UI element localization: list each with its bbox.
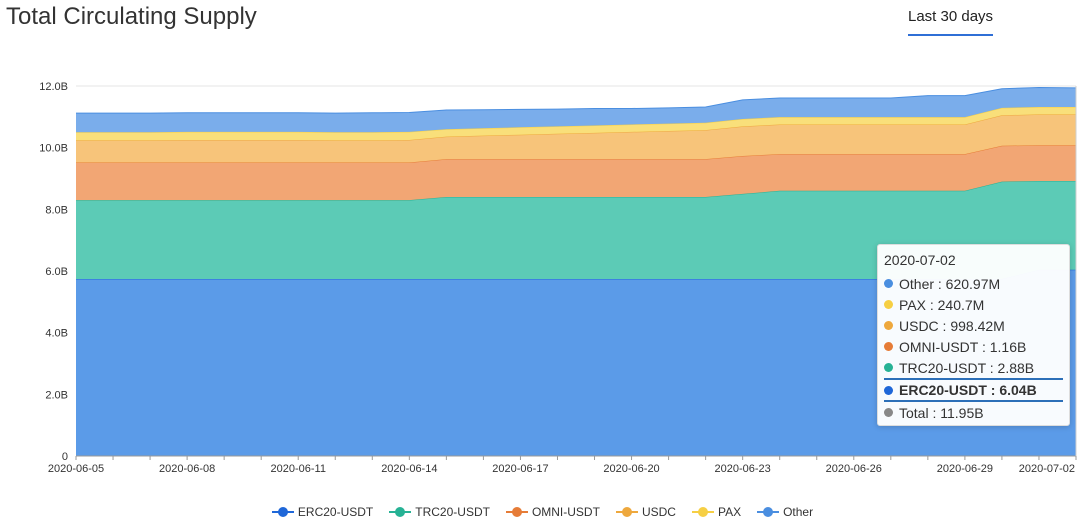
legend-label: OMNI-USDT: [531, 505, 600, 519]
tooltip-dot-icon: [884, 342, 893, 351]
chart-legend: ERC20-USDT TRC20-USDT OMNI-USDT USDC PAX Othe…: [0, 505, 1085, 519]
tooltip-dot-icon: [884, 385, 893, 395]
legend-swatch-icon: [615, 506, 638, 518]
legend-item-omni-usdt[interactable]: OMNI-USDT: [505, 505, 600, 519]
area-omni-usdt: [76, 145, 1076, 201]
tooltip-row-text: TRC20-USDT : 2.88B: [899, 359, 1035, 376]
y-tick-label: 6.0B: [45, 266, 68, 278]
x-tick-label: 2020-06-26: [826, 463, 882, 475]
legend-item-trc20-usdt[interactable]: TRC20-USDT: [389, 505, 490, 519]
x-tick-label: 2020-07-02: [1019, 463, 1075, 475]
tooltip-row: Other : 620.97M: [884, 273, 1063, 294]
chart-tooltip: 2020-07-02 Other : 620.97M PAX : 240.7M US…: [877, 244, 1070, 426]
area-line-other: [76, 86, 1077, 114]
x-tick-label: 2020-06-05: [48, 463, 104, 475]
tooltip-dot-icon: [884, 300, 893, 309]
tooltip-row: TRC20-USDT : 2.88B: [884, 357, 1063, 378]
legend-item-erc20-usdt[interactable]: ERC20-USDT: [271, 505, 374, 519]
legend-swatch-icon: [757, 506, 780, 518]
range-tab-last-30-days[interactable]: Last 30 days: [908, 8, 994, 36]
legend-label: ERC20-USDT: [297, 505, 374, 519]
legend-label: Other: [783, 505, 814, 519]
tooltip-row: ERC20-USDT : 6.04B: [884, 378, 1063, 402]
area-erc20-usdt: [76, 269, 1076, 456]
area-trc20-usdt: [76, 181, 1076, 279]
tooltip-date: 2020-07-02: [884, 252, 956, 268]
tooltip-dot-icon: [884, 279, 893, 288]
y-tick-label: 0: [62, 451, 68, 463]
area-pax: [76, 107, 1076, 141]
legend-label: USDC: [641, 505, 676, 519]
legend-swatch-icon: [691, 506, 714, 518]
tooltip-row: Total : 11.95B: [884, 402, 1063, 423]
axes: 0 2.0B 4.0B 6.0B 8.0B 10.0B 12.0B 2020-06-05 202…: [39, 81, 1077, 475]
tooltip-row-text: ERC20-USDT : 6.04B: [899, 382, 1037, 398]
area-series-layer: [76, 86, 1077, 456]
x-tick-label: 2020-06-29: [937, 463, 993, 475]
tooltip-row-text: PAX : 240.7M: [899, 296, 985, 313]
tooltip-row-text: USDC : 998.42M: [899, 317, 1005, 334]
tooltip-dot-icon: [884, 321, 893, 330]
tooltip-dot-icon: [884, 363, 893, 372]
tooltip-row-text: Other : 620.97M: [899, 275, 1001, 292]
x-tick-label: 2020-06-23: [715, 463, 771, 475]
legend-label: TRC20-USDT: [415, 505, 490, 519]
legend-item-usdc[interactable]: USDC: [615, 505, 676, 519]
tooltip-row-text: OMNI-USDT : 1.16B: [899, 338, 1027, 355]
legend-swatch-icon: [389, 506, 412, 518]
area-usdc: [76, 114, 1076, 163]
x-tick-label: 2020-06-11: [270, 463, 325, 475]
legend-item-other[interactable]: Other: [757, 505, 813, 519]
y-tick-label: 8.0B: [45, 204, 68, 216]
tooltip-rows: Other : 620.97M PAX : 240.7M USDC : 998.42…: [884, 273, 1063, 423]
tooltip-row: USDC : 998.42M: [884, 315, 1063, 336]
page-title: Total Circulating Supply: [6, 3, 257, 30]
y-tick-label: 2.0B: [45, 389, 68, 401]
y-tick-label: 10.0B: [39, 143, 68, 155]
legend-item-pax[interactable]: PAX: [691, 505, 742, 519]
legend-swatch-icon: [271, 506, 294, 518]
x-tick-label: 2020-06-17: [492, 463, 548, 475]
tooltip-row: OMNI-USDT : 1.16B: [884, 336, 1063, 357]
x-tick-label: 2020-06-08: [159, 463, 215, 475]
tooltip-dot-icon: [884, 408, 893, 417]
tooltip-row-text: Total : 11.95B: [899, 404, 984, 421]
y-tick-label: 12.0B: [39, 81, 68, 93]
y-tick-label: 4.0B: [45, 328, 68, 340]
area-other: [76, 87, 1076, 133]
legend-swatch-icon: [505, 506, 528, 518]
tooltip-row: PAX : 240.7M: [884, 294, 1063, 315]
legend-label: PAX: [717, 505, 742, 519]
x-tick-label: 2020-06-20: [603, 463, 659, 475]
stacked-area-chart: 0 2.0B 4.0B 6.0B 8.0B 10.0B 12.0B 2020-06-05 202…: [39, 81, 1077, 475]
x-tick-label: 2020-06-14: [381, 463, 437, 475]
